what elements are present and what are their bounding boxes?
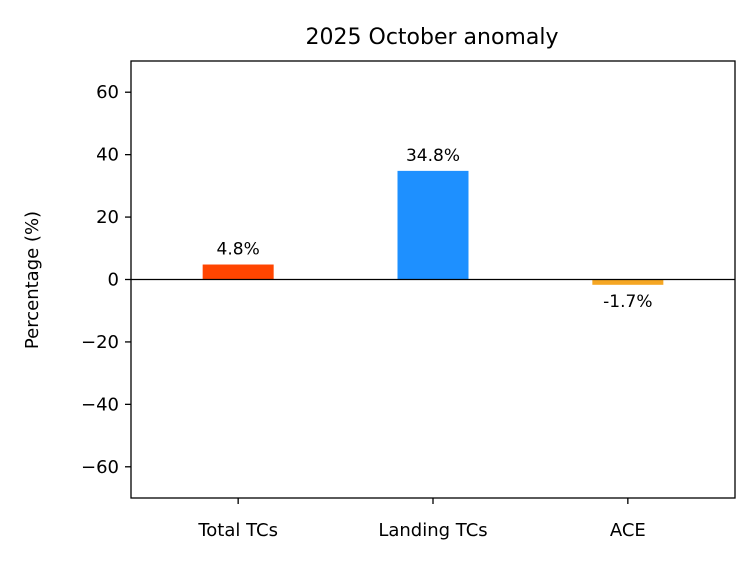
bar <box>202 264 274 280</box>
y-tick-label: −40 <box>81 394 119 415</box>
chart-title: 2025 October anomaly <box>306 25 559 50</box>
y-tick-label: 0 <box>108 270 119 291</box>
y-tick-label: 20 <box>96 207 119 228</box>
data-label: 4.8% <box>217 240 260 260</box>
y-tick-label: 40 <box>96 145 119 166</box>
y-tick-label: −20 <box>81 332 119 353</box>
x-tick-label: ACE <box>610 520 646 541</box>
y-axis-label: Percentage (%) <box>22 211 43 349</box>
bar <box>592 279 664 285</box>
y-tick-label: −60 <box>81 457 119 478</box>
y-tick-label: 60 <box>96 82 119 103</box>
x-tick-label: Total TCs <box>197 520 278 541</box>
data-label: 34.8% <box>406 146 460 166</box>
plot-frame <box>130 60 736 499</box>
bar <box>397 170 469 280</box>
x-tick-label: Landing TCs <box>378 520 487 541</box>
data-label: -1.7% <box>603 292 652 312</box>
